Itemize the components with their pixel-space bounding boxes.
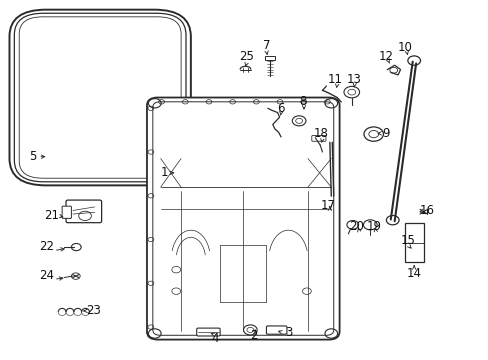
Text: 6: 6 [277, 102, 284, 115]
Text: 7: 7 [262, 39, 270, 52]
Text: 2: 2 [250, 329, 258, 342]
Text: 12: 12 [378, 50, 393, 63]
FancyBboxPatch shape [62, 206, 71, 219]
Text: 15: 15 [400, 234, 414, 247]
Text: 16: 16 [419, 204, 434, 217]
Text: 22: 22 [40, 240, 54, 253]
FancyBboxPatch shape [311, 135, 325, 141]
Text: 1: 1 [160, 166, 167, 179]
Circle shape [292, 116, 305, 126]
FancyBboxPatch shape [9, 10, 190, 185]
Text: 13: 13 [346, 73, 361, 86]
Text: 5: 5 [29, 150, 36, 163]
Circle shape [407, 56, 420, 65]
Text: 3: 3 [284, 326, 291, 339]
FancyBboxPatch shape [266, 326, 286, 334]
FancyBboxPatch shape [66, 200, 102, 223]
Circle shape [346, 221, 358, 229]
Circle shape [343, 86, 359, 98]
Text: 10: 10 [397, 41, 412, 54]
Text: 18: 18 [313, 127, 328, 140]
Text: 14: 14 [406, 267, 421, 280]
Circle shape [363, 220, 376, 230]
Circle shape [71, 273, 80, 279]
Text: 20: 20 [348, 220, 364, 233]
FancyBboxPatch shape [265, 56, 275, 60]
Circle shape [386, 216, 398, 225]
Text: 8: 8 [299, 95, 306, 108]
Circle shape [71, 243, 81, 251]
FancyBboxPatch shape [196, 328, 220, 336]
Text: 17: 17 [320, 199, 335, 212]
Text: 19: 19 [366, 220, 381, 233]
Text: 23: 23 [86, 305, 101, 318]
Text: 24: 24 [40, 269, 54, 282]
Text: 4: 4 [211, 332, 219, 345]
Text: 25: 25 [239, 50, 254, 63]
FancyBboxPatch shape [147, 98, 339, 339]
Text: 9: 9 [382, 127, 389, 140]
Text: 11: 11 [326, 73, 342, 86]
FancyBboxPatch shape [405, 223, 423, 262]
Text: 21: 21 [44, 210, 59, 222]
Circle shape [363, 127, 383, 141]
Circle shape [243, 325, 257, 335]
